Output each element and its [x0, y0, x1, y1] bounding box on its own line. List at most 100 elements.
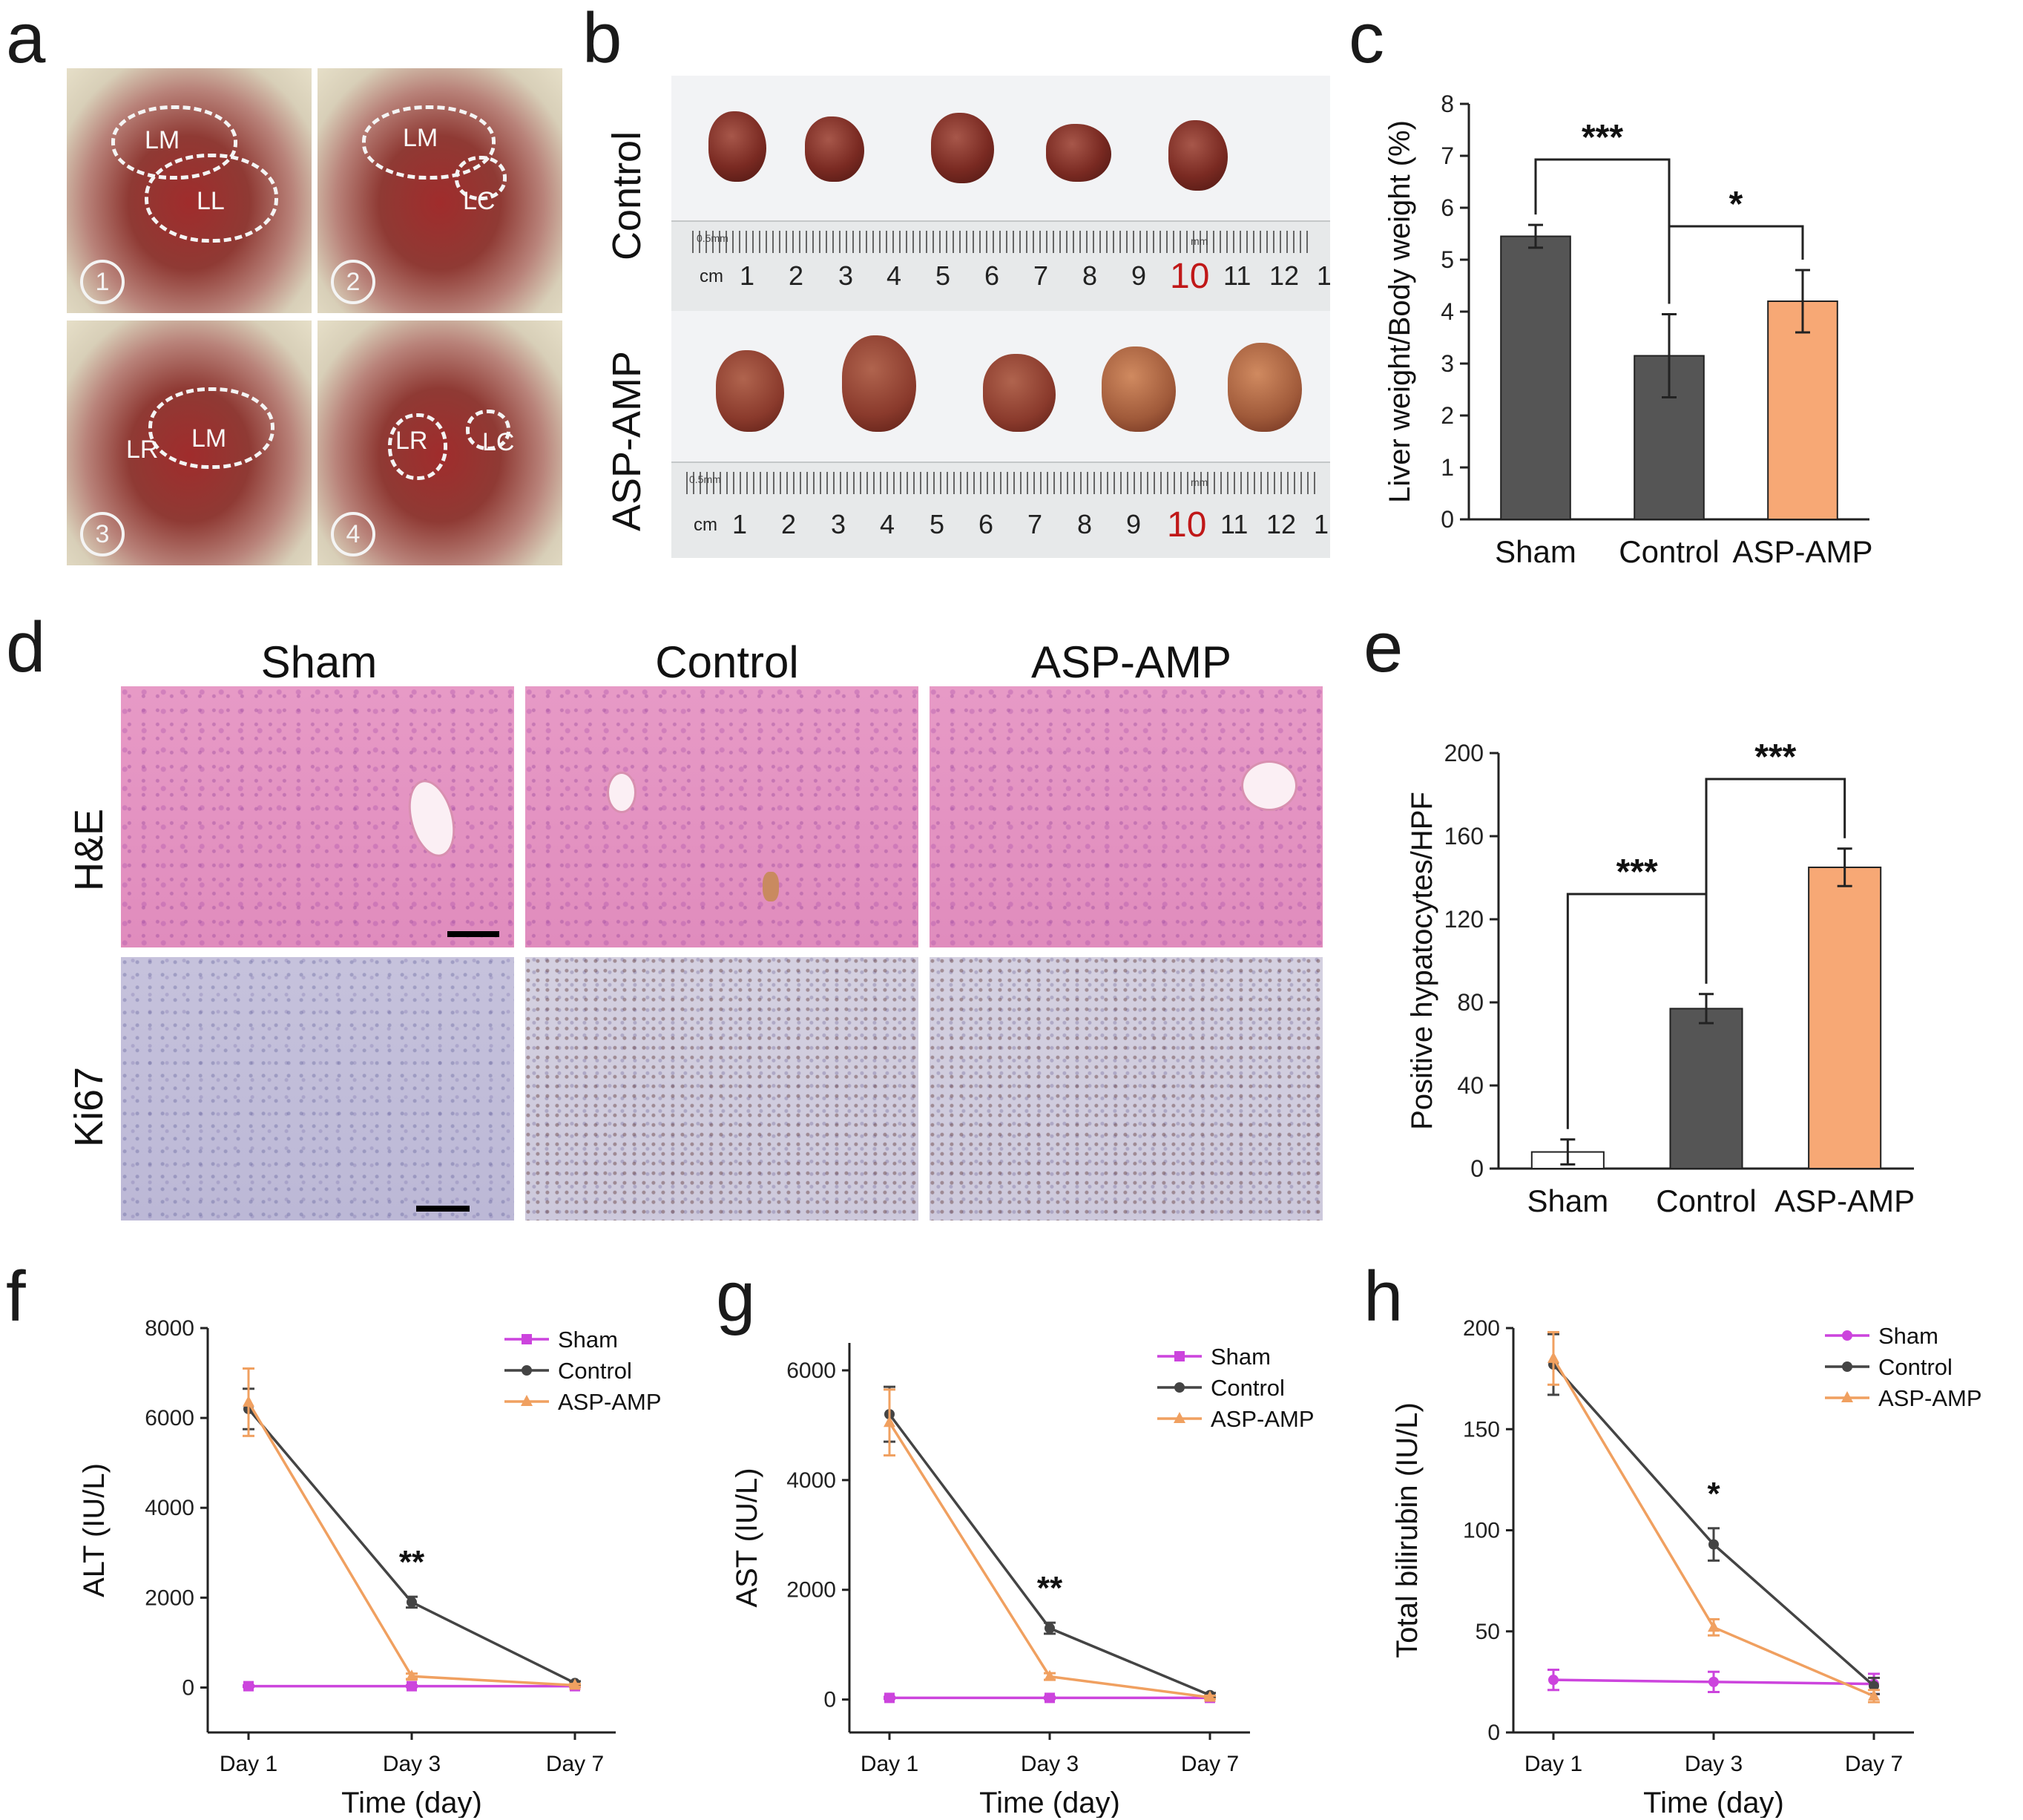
- x-tick-label: Day 3: [383, 1752, 441, 1776]
- legend-label-asp-amp: ASP-AMP: [558, 1389, 662, 1415]
- y-tick-label: 40: [1457, 1072, 1484, 1099]
- y-tick-label: 0: [182, 1675, 194, 1700]
- surgery-photo-1: LM LL 1: [67, 68, 312, 313]
- legend-label-sham: Sham: [1211, 1344, 1271, 1370]
- data-point-sham: [407, 1681, 417, 1692]
- histology-image: [525, 957, 918, 1221]
- data-point-asp-amp: [243, 1395, 254, 1407]
- legend-label-control: Control: [1878, 1354, 1953, 1380]
- surgery-photo-2: LM LC 2: [318, 68, 562, 313]
- bar-sham: [1500, 235, 1571, 520]
- panel-label-b: b: [582, 0, 622, 78]
- ruler-number: 7: [1033, 260, 1049, 291]
- y-tick-label: 0: [823, 1688, 836, 1712]
- ruler-number: 1: [732, 509, 748, 539]
- x-axis-label: Time (day): [979, 1787, 1120, 1818]
- data-point-asp-amp: [1044, 1669, 1056, 1681]
- ruler-number: 7: [1027, 509, 1043, 539]
- legend-marker: [1174, 1351, 1185, 1361]
- y-tick-label: 50: [1476, 1620, 1500, 1644]
- legend-marker: [521, 1395, 533, 1406]
- liver-specimen: [708, 111, 766, 182]
- ruler-number: 2: [789, 260, 804, 291]
- y-tick-label: 2000: [786, 1578, 836, 1603]
- y-tick-label: 0: [1441, 506, 1454, 533]
- y-axis-label: Liver weight/Body weight (%): [1384, 120, 1416, 503]
- ruler-unit: cm: [694, 515, 717, 535]
- y-tick-label: 4000: [145, 1496, 194, 1520]
- lobe-outline-lm: [148, 387, 274, 469]
- x-tick-label: Day 1: [1524, 1752, 1582, 1776]
- x-tick-label: ASP-AMP: [1732, 534, 1872, 569]
- liver-specimen: [1228, 343, 1302, 432]
- y-tick-label: 0: [1470, 1155, 1484, 1182]
- legend-marker: [1841, 1391, 1853, 1402]
- ruler-number: 4: [880, 509, 895, 539]
- data-point-control: [407, 1597, 417, 1608]
- x-tick-label: Sham: [1495, 534, 1576, 569]
- significance-label: *: [1729, 185, 1743, 224]
- y-tick-label: 150: [1463, 1417, 1500, 1442]
- ruler-number: 6: [984, 260, 1000, 291]
- ruler-number: 6: [978, 509, 994, 539]
- liver-specimen: [1168, 120, 1228, 191]
- surgery-photo-4: LR LC 4: [318, 321, 562, 565]
- bar-asp-amp: [1808, 867, 1882, 1169]
- legend-label-control: Control: [558, 1358, 632, 1384]
- x-axis-label: Time (day): [1643, 1787, 1784, 1818]
- x-tick-label: Day 7: [1845, 1752, 1903, 1776]
- histology-row-ki67: Ki67: [67, 1066, 111, 1147]
- ruler-number: 8: [1077, 509, 1093, 539]
- ruler-unit: cm: [700, 266, 723, 286]
- ruler-number: 10: [1170, 257, 1210, 296]
- y-tick-label: 80: [1457, 989, 1484, 1016]
- lobe-label: LM: [145, 126, 180, 154]
- y-axis-label: AST (IU/L): [731, 1468, 763, 1607]
- chart-liver-weight: 0 1 2 3 4 5 6 7 8 Liver weight/Body weight (%) Sha…: [1384, 91, 1873, 569]
- ruler-number: 12: [1269, 260, 1300, 291]
- data-point-asp-amp: [406, 1669, 418, 1681]
- chart-bilirubin: 0 50 100 150 200 Day 1 Day 3 Day 7 Time (day) Tot…: [1391, 1316, 1982, 1818]
- data-point-sham: [1045, 1692, 1055, 1704]
- y-tick-label: 0: [1487, 1721, 1500, 1745]
- y-tick-label: 3: [1441, 350, 1454, 377]
- series-line-control: [888, 1413, 1211, 1697]
- ruler-number: 11: [1223, 260, 1251, 291]
- lobe-label: LM: [403, 124, 438, 152]
- panel-label-a: a: [6, 0, 46, 78]
- panel-label-c: c: [1349, 0, 1384, 78]
- data-point-control: [1708, 1539, 1719, 1550]
- ruler-number: 3: [838, 260, 854, 291]
- x-tick-label: Day 3: [1685, 1752, 1743, 1776]
- ruler-number: 1: [740, 260, 755, 291]
- data-point-sham: [243, 1681, 254, 1692]
- x-tick-label: Day 7: [1181, 1752, 1239, 1776]
- y-tick-label: 5: [1441, 246, 1454, 273]
- y-tick-label: 4: [1441, 298, 1454, 325]
- ruler-number: 12: [1266, 509, 1297, 539]
- y-tick-label: 2: [1441, 402, 1454, 429]
- series-line-asp-amp: [888, 1422, 1211, 1699]
- liver-specimen: [805, 116, 864, 182]
- histology-column-asp-amp: ASP-AMP: [1030, 637, 1232, 687]
- photo-number: 2: [331, 260, 375, 304]
- y-tick-label: 8: [1441, 91, 1454, 117]
- legend-marker: [1842, 1361, 1852, 1372]
- lobe-label: LR: [395, 427, 428, 455]
- lobe-label: LL: [197, 187, 225, 215]
- data-point-control: [1869, 1681, 1879, 1692]
- legend-label-asp-amp: ASP-AMP: [1878, 1385, 1982, 1411]
- x-tick-label: Sham: [1527, 1183, 1608, 1218]
- ruler-number: 8: [1082, 260, 1098, 291]
- significance-label: ***: [1754, 737, 1796, 777]
- x-tick-label: Day 3: [1021, 1752, 1079, 1776]
- legend-label-sham: Sham: [558, 1327, 618, 1353]
- y-tick-label: 100: [1463, 1519, 1500, 1543]
- ruler-number: 11: [1220, 509, 1249, 539]
- x-tick-label: Day 1: [220, 1752, 277, 1776]
- data-point-sham: [1548, 1675, 1559, 1686]
- significance-label: ***: [1582, 118, 1623, 157]
- y-tick-label: 120: [1444, 906, 1484, 933]
- y-axis-label: ALT (IU/L): [78, 1463, 111, 1597]
- lobe-label: LM: [191, 424, 227, 453]
